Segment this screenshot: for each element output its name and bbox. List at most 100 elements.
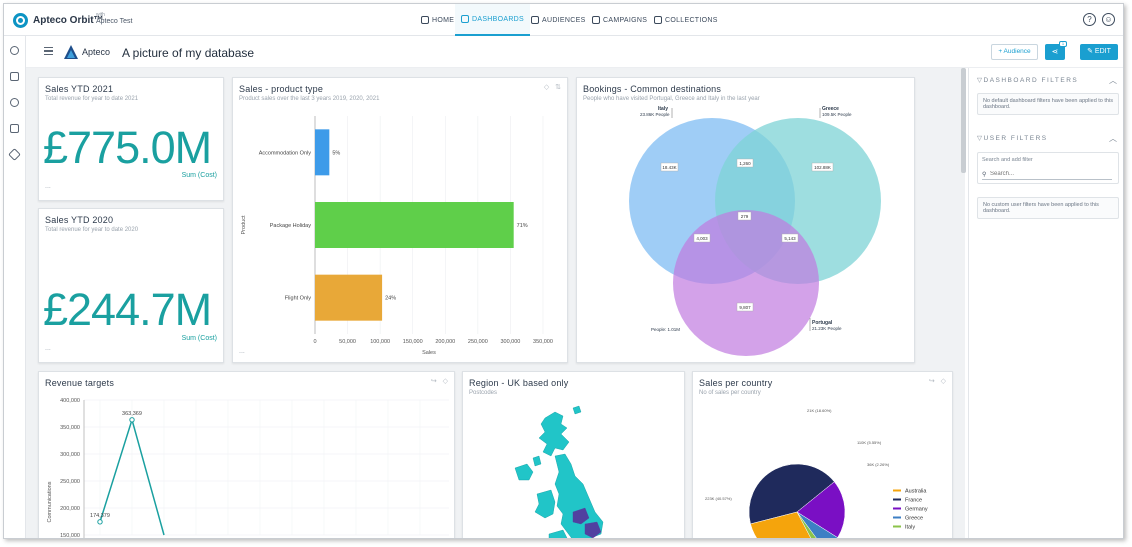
page-title: A picture of my database [122,46,255,60]
card-title: Bookings - Common destinations [583,84,722,94]
data-point-label: 363,369 [122,411,142,417]
filter-icon: ▽ [977,135,984,142]
filter-icon: ▽ [977,77,984,84]
user-icon[interactable]: ☺ [1102,13,1115,26]
tag-icon[interactable]: ◇ [940,378,946,385]
dashboard-filters-heading[interactable]: ▽DASHBOARD FILTERS [977,77,1079,84]
card-title: Sales YTD 2020 [45,215,114,225]
filter-search-input[interactable] [982,168,1112,180]
map-region-southwest[interactable] [548,529,568,539]
y-tick-label: Package Holiday [270,223,312,229]
orbit-logo-icon[interactable] [13,13,28,28]
dashboard-filters-empty: No default dashboard filters have been a… [977,93,1119,115]
nav-audiences[interactable]: AUDIENCES [527,4,590,36]
chevron-up-icon[interactable]: ︿ [1109,134,1117,143]
bar [315,129,330,176]
kpi-card-sales-2020[interactable]: Sales YTD 2020 Total revenue for year to… [38,208,224,363]
x-tick-label: 50,000 [339,339,356,345]
card-title: Region - UK based only [469,378,569,388]
legend-swatch [893,516,901,519]
legend-swatch [893,507,901,510]
people-icon[interactable] [10,98,19,107]
people-icon [531,16,539,24]
card-subtitle: Product sales over the last 3 years 2019… [239,96,380,102]
user-filters-heading[interactable]: ▽USER FILTERS [977,135,1048,142]
add-audience-button[interactable]: + Audience [991,44,1038,60]
map-region-isle[interactable] [532,455,542,467]
map-region-england[interactable] [554,453,604,539]
legend-label: Greece [905,516,923,522]
venn-value-portugal: 9,807 [739,305,751,310]
apteco-logo-icon [64,45,78,59]
with-label: with [96,12,105,18]
layers-icon[interactable] [8,148,21,161]
pie-slice-label: 21K (18.60%) [807,408,832,413]
y-axis-title: Product [241,215,247,234]
chart-card-venn[interactable]: Bookings - Common destinations People wh… [576,77,915,363]
more-icon[interactable]: ... [239,348,245,355]
venn-label-greece: Greece [822,106,839,112]
venn-outside-count: People: 1.01M [651,327,680,332]
kpi-card-sales-2021[interactable]: Sales YTD 2021 Total revenue for year to… [38,77,224,201]
more-icon[interactable]: ... [45,345,51,352]
nav-campaigns[interactable]: CAMPAIGNS [588,4,651,36]
y-tick-label: 400,000 [60,398,80,404]
report-icon[interactable] [10,72,19,81]
chart-card-product-type[interactable]: Sales - product type Product sales over … [232,77,568,363]
uk-postcode-map [514,405,604,539]
chart-card-sales-per-country[interactable]: Sales per country No of sales per countr… [692,371,953,538]
dashboard-scrollbar[interactable] [961,68,966,173]
chart-card-region-map[interactable]: Region - UK based only Postcodes [462,371,685,539]
pie-slice-label: 36K (2.26%) [867,462,890,467]
kpi-aggregate: Sum (Cost) [181,335,217,342]
data-point [97,519,103,525]
dashboard-canvas: Sales YTD 2021 Total revenue for year to… [26,68,965,539]
user-filters-empty: No custom user filters have been applied… [977,197,1119,219]
y-tick-label: 350,000 [60,425,80,431]
tag-icon[interactable]: ◇ [543,84,550,91]
nav-dashboards[interactable]: DASHBOARDS [455,4,531,36]
kpi-aggregate: Sum (Cost) [181,172,217,179]
filters-panel: ▽DASHBOARD FILTERS ︿ No default dashboar… [968,68,1123,538]
map-region-london[interactable] [584,521,602,538]
venn-count-italy: 23.86K People [640,112,670,117]
legend-label: France [905,498,922,504]
share-count-badge: 1 [1059,41,1067,47]
legend-swatch [893,525,901,528]
map-region-wales[interactable] [534,489,556,519]
card-title: Sales per country [699,378,773,388]
app-window: Apteco Orbit™ with Apteco Test HOME DASH… [3,3,1124,539]
nav-home[interactable]: HOME [417,4,458,36]
pie-slice [796,511,817,538]
help-icon[interactable]: ? [1083,13,1096,26]
x-tick-label: 200,000 [435,339,455,345]
map-region-midlands[interactable] [572,507,590,525]
tag-icon[interactable]: ◇ [442,378,448,385]
card-title: Sales YTD 2021 [45,84,114,94]
drill-icon[interactable]: ↪ [430,378,437,385]
chevron-up-icon[interactable]: ︿ [1109,76,1117,85]
more-icon[interactable]: ... [45,183,51,190]
connections-icon[interactable] [10,46,19,55]
nav-collections[interactable]: COLLECTIONS [650,4,722,36]
menu-icon[interactable] [44,47,53,55]
chart-card-revenue-targets[interactable]: Revenue targets ↪ ◇ 150,000 200,000 250,00… [38,371,455,538]
share-button[interactable]: ⋖ [1045,44,1065,60]
kpi-value: £775.0M [43,122,212,173]
megaphone-icon[interactable] [10,124,19,133]
bar [315,274,383,321]
venn-circle-portugal[interactable] [673,210,819,356]
edit-button[interactable]: ✎ EDIT [1080,44,1118,60]
sort-icon[interactable]: ⇅ [555,84,561,91]
map-region-orkney[interactable] [572,405,582,415]
x-tick-label: 250,000 [468,339,488,345]
map-region-scotland[interactable] [538,411,570,457]
venn-value-all: 279 [741,214,749,219]
apteco-logo-text: Apteco [82,47,111,57]
venn-value-italy-greece: 1,260 [739,161,751,166]
map-region-northern-ireland[interactable] [514,463,534,481]
drill-icon[interactable]: ↪ [928,378,935,385]
database-name[interactable]: Apteco Test [96,18,133,25]
pie-slice-label: 223K (40.57%) [705,496,732,501]
x-axis-title: Sales [422,350,436,356]
